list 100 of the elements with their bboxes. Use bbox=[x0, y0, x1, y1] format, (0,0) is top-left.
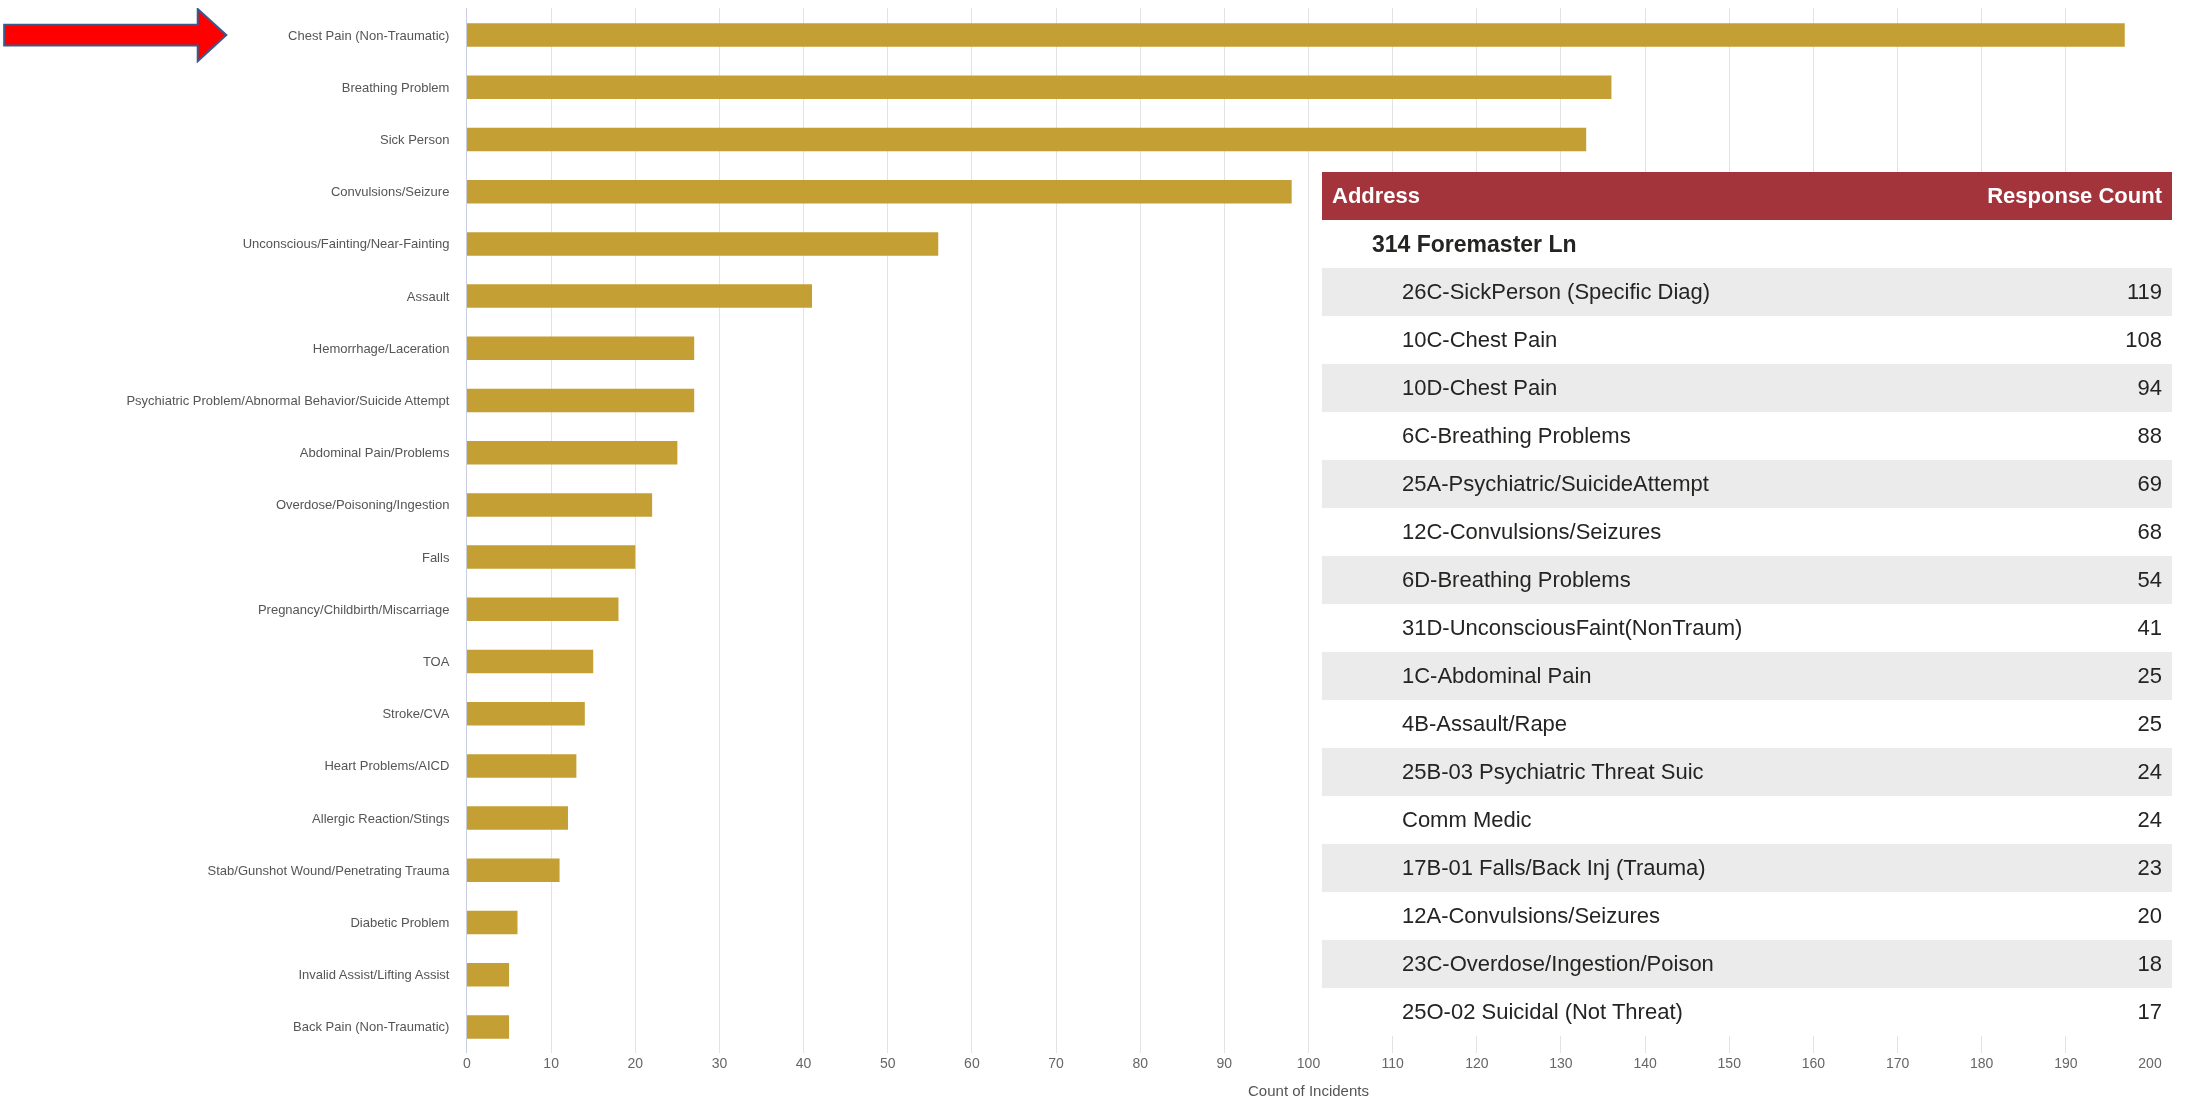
x-tick-label: 50 bbox=[879, 1055, 896, 1071]
y-tick-label: Stab/Gunshot Wound/Penetrating Trauma bbox=[207, 862, 451, 878]
y-tick-label: Allergic Reaction/Stings bbox=[312, 810, 450, 826]
y-tick-label: Unconscious/Fainting/Near-Fainting bbox=[242, 236, 450, 252]
y-tick-label: Abdominal Pain/Problems bbox=[299, 445, 450, 461]
bar bbox=[467, 858, 560, 883]
table-row-band: 23C-Overdose/Ingestion/Poison 18 bbox=[1322, 940, 2172, 988]
table-row-band: 10C-Chest Pain 108 bbox=[1322, 316, 2172, 364]
x-tick-label: 190 bbox=[2054, 1055, 2078, 1071]
data-label: 54 bbox=[2136, 566, 2163, 594]
data-label: 69 bbox=[2136, 470, 2163, 498]
x-tick-label: 0 bbox=[463, 1055, 472, 1071]
table-row-band: 4B-Assault/Rape 25 bbox=[1322, 700, 2172, 748]
x-tick-label: 80 bbox=[1132, 1055, 1149, 1071]
category-label: 4B-Assault/Rape bbox=[1401, 710, 1569, 738]
table-row-band: 6D-Breathing Problems 54 bbox=[1322, 556, 2172, 604]
y-tick-label: TOA bbox=[422, 654, 450, 670]
table-row-band: 25B-03 Psychiatric Threat Suic 24 bbox=[1322, 748, 2172, 796]
y-tick-label: Falls bbox=[421, 549, 450, 565]
category-label: 1C-Abdominal Pain bbox=[1401, 662, 1593, 690]
bar bbox=[467, 232, 939, 256]
x-tick-label: 40 bbox=[795, 1055, 812, 1071]
bar bbox=[467, 336, 695, 361]
x-tick-label: 90 bbox=[1216, 1055, 1233, 1071]
bar bbox=[467, 23, 2125, 47]
y-tick-label: Invalid Assist/Lifting Assist bbox=[298, 967, 450, 983]
x-axis-title: Count of Incidents bbox=[1248, 1082, 1369, 1099]
bar bbox=[467, 179, 1292, 204]
x-tick-label: 120 bbox=[1465, 1055, 1489, 1071]
y-tick-label: Back Pain (Non-Traumatic) bbox=[293, 1019, 450, 1035]
data-label: 94 bbox=[2136, 374, 2163, 402]
y-tick-label: Convulsions/Seizure bbox=[330, 184, 450, 200]
bar bbox=[467, 545, 636, 569]
data-label: 108 bbox=[2124, 326, 2163, 354]
y-tick-label: Assault bbox=[406, 288, 450, 304]
y-tick-label: Breathing Problem bbox=[341, 79, 450, 95]
x-tick-label: 110 bbox=[1381, 1055, 1405, 1071]
x-tick-label: 170 bbox=[1885, 1055, 1910, 1071]
x-tick-label: 200 bbox=[2138, 1055, 2162, 1071]
x-tick-label: 60 bbox=[964, 1055, 980, 1071]
table-row-band: 12A-Convulsions/Seizures 20 bbox=[1322, 892, 2172, 940]
x-tick-label: 70 bbox=[1048, 1055, 1065, 1071]
category-label: 10C-Chest Pain bbox=[1401, 326, 1559, 354]
table-row-band: 314 Foremaster Ln bbox=[1322, 220, 2172, 268]
data-label: 68 bbox=[2136, 518, 2163, 546]
category-label: 12C-Convulsions/Seizures bbox=[1401, 518, 1663, 546]
bar bbox=[467, 1015, 510, 1039]
bar bbox=[467, 649, 594, 674]
x-tick-label: 100 bbox=[1296, 1055, 1321, 1071]
category-label: 26C-SickPerson (Specific Diag) bbox=[1401, 278, 1712, 306]
bar bbox=[467, 962, 510, 987]
y-tick-label: Sick Person bbox=[380, 132, 450, 148]
data-label: 25 bbox=[2136, 662, 2163, 690]
data-label: 25 bbox=[2136, 710, 2163, 738]
y-tick-label: Psychiatric Problem/Abnormal Behavior/Suicide Attempt bbox=[126, 393, 450, 409]
y-tick-label: Stroke/CVA bbox=[382, 706, 450, 722]
data-label: 88 bbox=[2136, 422, 2163, 450]
category-label: 25O-02 Suicidal (Not Threat) bbox=[1401, 998, 1684, 1026]
category-label: 6C-Breathing Problems bbox=[1401, 422, 1632, 450]
bar bbox=[467, 493, 653, 517]
data-label: 17 bbox=[2136, 998, 2163, 1026]
table-row-band: 12C-Convulsions/Seizures 68 bbox=[1322, 508, 2172, 556]
bar bbox=[467, 388, 695, 413]
data-label: 24 bbox=[2136, 806, 2163, 834]
y-tick-label: Hemorrhage/Laceration bbox=[312, 340, 450, 356]
category-label: Comm Medic bbox=[1401, 806, 1533, 834]
category-label: 6D-Breathing Problems bbox=[1401, 566, 1632, 594]
category-label: 25B-03 Psychiatric Threat Suic bbox=[1401, 758, 1705, 786]
x-tick-label: 130 bbox=[1549, 1055, 1573, 1071]
table-row-band: 1C-Abdominal Pain 25 bbox=[1322, 652, 2172, 700]
x-tick-label: 150 bbox=[1717, 1055, 1742, 1071]
table-row-band: 31D-UnconsciousFaint(NonTraum) 41 bbox=[1322, 604, 2172, 652]
bar bbox=[467, 910, 518, 935]
bar bbox=[467, 75, 1612, 100]
bar bbox=[467, 701, 585, 726]
x-tick-label: 180 bbox=[1970, 1055, 1994, 1071]
data-label: 24 bbox=[2136, 758, 2163, 786]
x-tick-label: 30 bbox=[711, 1055, 728, 1071]
data-label: 119 bbox=[2125, 278, 2163, 306]
y-tick-label: Heart Problems/AICD bbox=[324, 758, 450, 774]
category-label: 17B-01 Falls/Back Inj (Trauma) bbox=[1401, 854, 1707, 882]
y-tick-label: Pregnancy/Childbirth/Miscarriage bbox=[257, 601, 450, 617]
category-label: 25A-Psychiatric/SuicideAttempt bbox=[1401, 470, 1710, 498]
bar bbox=[467, 754, 577, 778]
x-tick-label: 140 bbox=[1633, 1055, 1657, 1071]
bar bbox=[467, 284, 813, 308]
bar bbox=[467, 597, 619, 622]
y-tick-label: Chest Pain (Non-Traumatic) bbox=[288, 27, 450, 43]
data-label: 23 bbox=[2136, 854, 2163, 882]
data-label: 41 bbox=[2136, 614, 2163, 642]
data-label: 18 bbox=[2136, 950, 2163, 978]
data-label: 20 bbox=[2136, 902, 2163, 930]
y-tick-label: Overdose/Poisoning/Ingestion bbox=[275, 497, 450, 513]
x-tick-label: 160 bbox=[1801, 1055, 1826, 1071]
bar bbox=[467, 440, 678, 465]
category-label: 10D-Chest Pain bbox=[1401, 374, 1559, 402]
table-row-band: Comm Medic 24 bbox=[1322, 796, 2172, 844]
table-row-band: 25A-Psychiatric/SuicideAttempt 69 bbox=[1322, 460, 2172, 508]
bar bbox=[467, 127, 1587, 152]
category-label: 31D-UnconsciousFaint(NonTraum) bbox=[1401, 614, 1744, 642]
